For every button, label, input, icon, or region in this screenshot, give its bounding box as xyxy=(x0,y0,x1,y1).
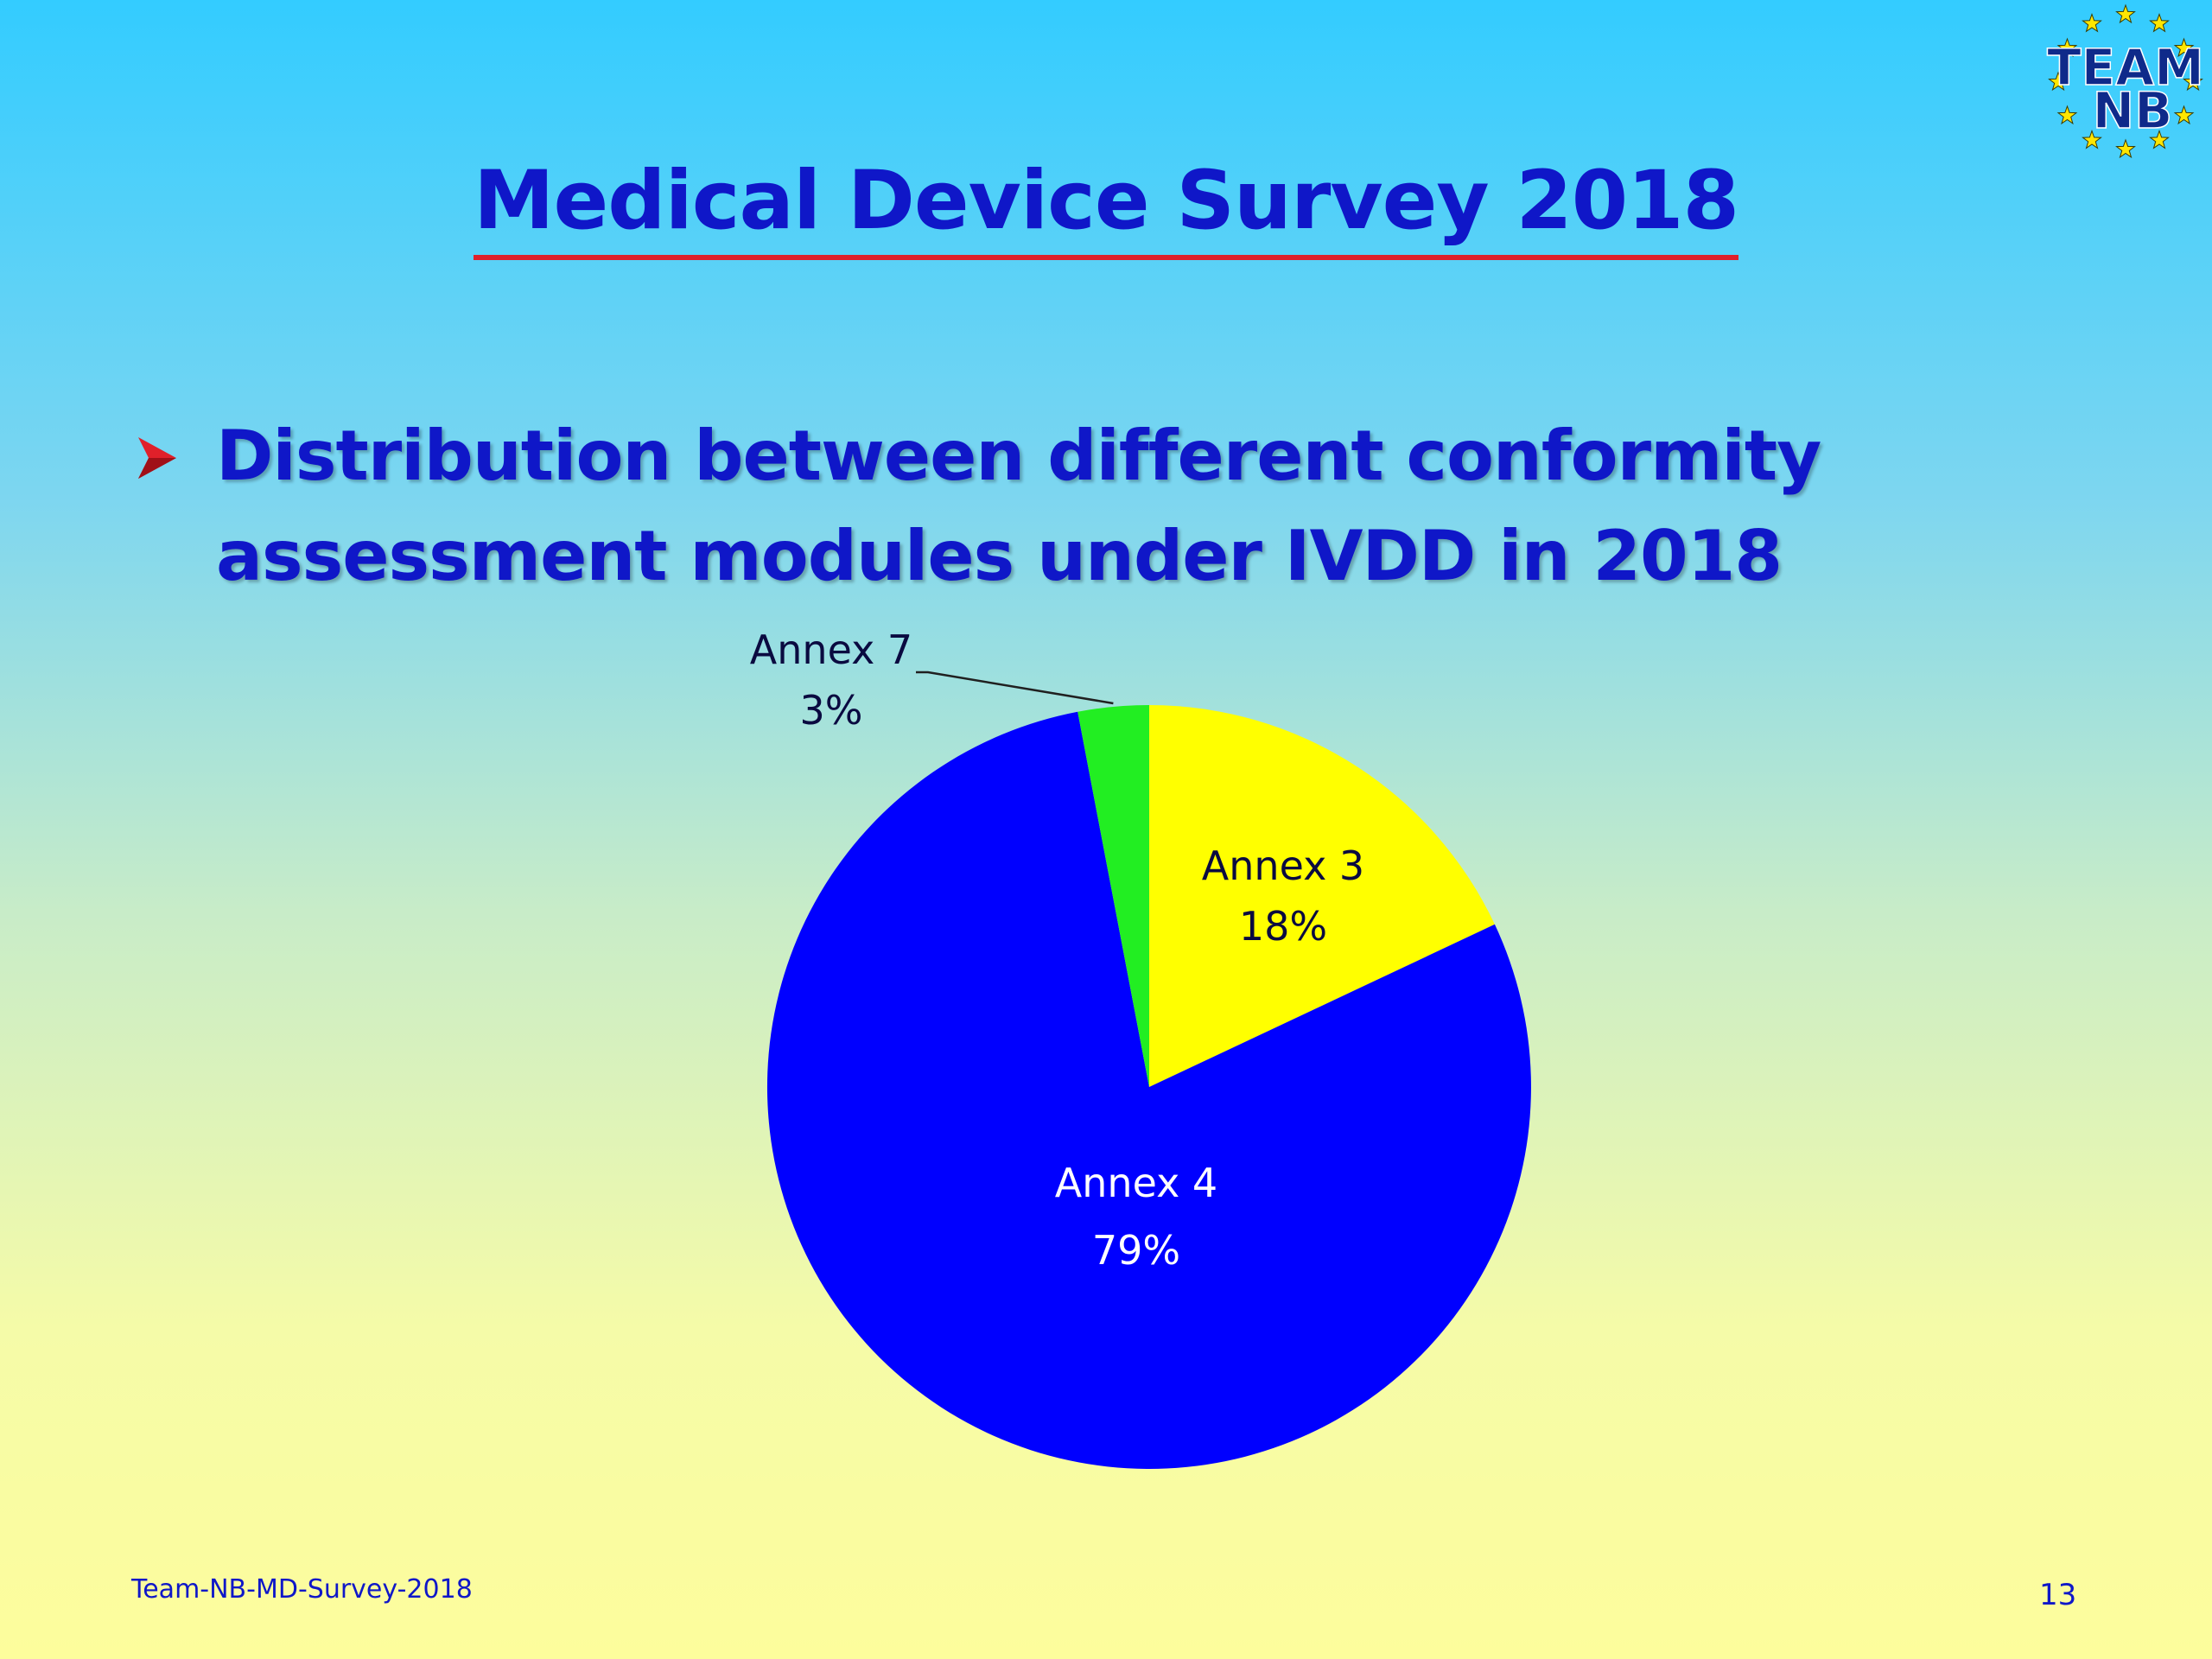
slice-label-annex-7: Annex 7 xyxy=(750,626,912,673)
logo-star-icon xyxy=(2115,138,2136,159)
logo-star-icon xyxy=(2149,129,2170,149)
logo-stars xyxy=(2048,3,2203,159)
logo-text-team: TEAM xyxy=(2047,38,2204,97)
slice-percent-annex-3: 18% xyxy=(1239,903,1327,950)
footer-source: Team-NB-MD-Survey-2018 xyxy=(131,1574,473,1605)
bullet-line-1: Distribution between different conformit… xyxy=(216,416,1821,496)
leader-line-annex-7 xyxy=(916,671,1114,705)
logo-star-icon xyxy=(2115,3,2136,24)
logo-star-icon xyxy=(2149,13,2170,33)
pie-slice-annex-3 xyxy=(1149,705,1495,1087)
slice-percent-annex-7: 3% xyxy=(800,687,863,734)
logo-text-nb: NB xyxy=(2093,81,2173,140)
logo-star-icon xyxy=(2048,71,2069,92)
bullet-text: Distribution between different conformit… xyxy=(216,406,1858,607)
pie-slice-annex-7 xyxy=(1077,705,1149,1087)
logo-star-icon xyxy=(2082,13,2102,33)
logo-star-icon xyxy=(2082,129,2102,149)
slice-percent-annex-4: 79% xyxy=(1092,1227,1180,1274)
team-nb-logo-icon: TEAM NB xyxy=(2046,3,2205,159)
slice-label-annex-4: Annex 4 xyxy=(1055,1160,1217,1206)
logo-star-icon xyxy=(2056,37,2078,58)
slice-label-annex-3: Annex 3 xyxy=(1202,842,1364,889)
bullet-arrow-icon xyxy=(138,437,176,479)
logo-star-icon xyxy=(2173,105,2195,125)
slide-title: Medical Device Survey 2018 xyxy=(0,154,2212,260)
slide-title-text: Medical Device Survey 2018 xyxy=(473,154,1739,260)
page-number: 13 xyxy=(2039,1578,2077,1612)
logo-star-icon xyxy=(2173,37,2195,58)
bullet-line-2: assessment modules under IVDD in 2018 xyxy=(216,516,1783,596)
logo-star-icon xyxy=(2183,71,2203,92)
logo-star-icon xyxy=(2056,105,2078,125)
pie-slice-annex-4 xyxy=(766,711,1531,1469)
